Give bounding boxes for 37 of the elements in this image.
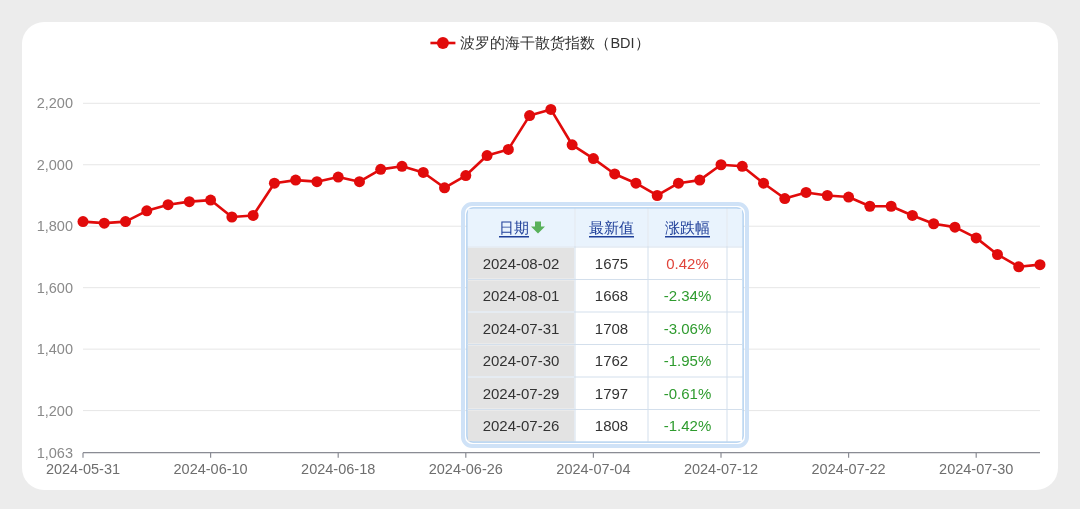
annotation: 2024-07-29 [482, 384, 560, 402]
y-tick-label: 1,063 [36, 444, 73, 461]
annotation: 2024-07-30 [482, 352, 560, 370]
x-tick-label: 2024-07-12 [683, 460, 759, 477]
annotation: 1708 [594, 319, 629, 337]
x-tick-label: 2024-07-30 [939, 460, 1014, 477]
annotation: -2.34% [663, 287, 712, 305]
annotation: 0.42% [666, 254, 709, 272]
annotation: 1668 [594, 287, 629, 305]
y-tick-label: 2,200 [36, 95, 73, 112]
y-tick-label: 1,400 [36, 341, 73, 358]
annotation: -0.61% [663, 384, 712, 402]
annotation: -3.06% [663, 319, 712, 337]
annotation: 2024-08-02 [482, 254, 560, 272]
annotation: -1.42% [663, 417, 712, 435]
x-tick-label: 2024-07-22 [811, 460, 886, 477]
annotation: 2024-07-26 [482, 417, 560, 435]
y-tick-label: 1,200 [36, 402, 73, 419]
x-tick-label: 2024-06-10 [173, 460, 248, 477]
annotation: 1762 [594, 352, 629, 370]
y-tick-label: 2,000 [36, 156, 73, 173]
annotation: 2024-08-01 [482, 287, 560, 305]
annotation: 1797 [594, 384, 629, 402]
x-tick-label: 2024-07-04 [556, 460, 631, 477]
annotation: 涨跌幅 [665, 219, 710, 236]
y-tick-label: 1,800 [36, 218, 73, 235]
y-tick-label: 1,600 [36, 279, 73, 296]
x-tick-label: 2024-06-18 [301, 460, 376, 477]
annotation: 1808 [594, 417, 629, 435]
x-tick-label: 2024-06-26 [428, 460, 503, 477]
annotation: 2024-07-31 [482, 319, 560, 337]
annotation: 1675 [594, 254, 629, 272]
legend-label: 波罗的海干散货指数（BDI） [460, 35, 650, 51]
annotation: 最新值 [589, 219, 634, 236]
x-tick-label: 2024-05-31 [45, 460, 121, 477]
annotation: 日期 [499, 219, 529, 236]
annotation: -1.95% [663, 352, 712, 370]
